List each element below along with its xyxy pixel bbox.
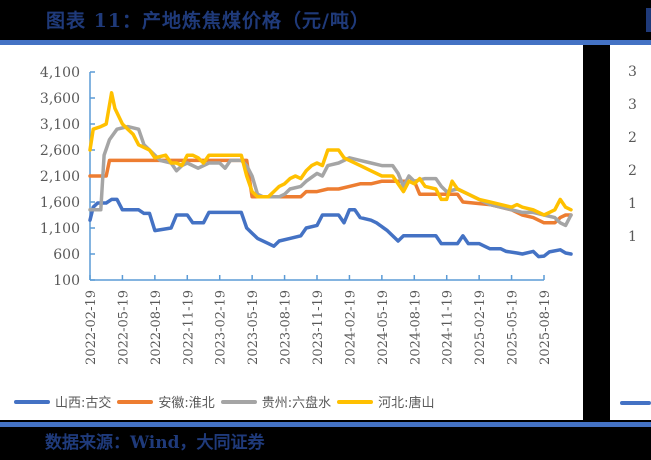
legend-label: 山西:古交 (55, 396, 112, 411)
legend-label: 贵州:六盘水 (261, 396, 332, 411)
adjacent-chart-panel (610, 45, 651, 420)
legend-item: 山西:古交 (14, 392, 111, 411)
adjacent-legend-swatch (620, 401, 651, 405)
y-tick-label: 1,600 (40, 195, 80, 211)
legend-item: 安徽:淮北 (117, 392, 215, 411)
x-tick-label: 2022-02-19 (84, 290, 99, 365)
x-tick-label: 2025-02-19 (473, 290, 488, 365)
x-tick-label: 2025-08-19 (538, 290, 553, 365)
y-tick-label: 600 (53, 247, 80, 263)
y-tick-label: 3,600 (40, 91, 80, 107)
x-tick-label: 2024-11-19 (441, 290, 456, 365)
series-line (88, 91, 573, 217)
adjacent-y-tick-label: 1 (628, 196, 637, 212)
x-tick-label: 2025-05-19 (506, 290, 521, 365)
legend-item: 河北:唐山 (337, 392, 435, 411)
y-tick-label: 1,100 (40, 221, 80, 237)
adjacent-y-tick-label: 2 (628, 130, 637, 146)
legend: 山西:古交 安徽:淮北 贵州:六盘水 河北:唐山 (14, 392, 441, 411)
adjacent-y-tick-label: 2 (628, 163, 637, 179)
adjacent-y-tick-label: 1 (628, 229, 637, 245)
x-tick-label: 2022-05-19 (116, 290, 131, 365)
x-tick-label: 2024-08-19 (408, 290, 423, 365)
y-tick-label: 2,600 (40, 143, 80, 159)
y-tick-label: 3,100 (40, 117, 80, 133)
y-tick-label: 2,100 (40, 169, 80, 185)
x-tick-label: 2023-11-19 (311, 290, 326, 365)
legend-label: 河北:唐山 (378, 396, 435, 411)
chart-panel (0, 45, 583, 420)
series-line (88, 124, 573, 228)
adjacent-title-fragment (646, 8, 651, 32)
source-note: 数据来源：Wind，大同证券 (45, 433, 265, 453)
line-chart: 100 600 1,100 1,600 2,100 2,600 3,100 3,600 4,10… (40, 65, 573, 365)
y-tick-label: 100 (53, 273, 80, 289)
x-tick-label: 2022-08-19 (149, 290, 164, 365)
bottom-divider (0, 422, 651, 427)
x-tick-label: 2023-08-19 (279, 290, 294, 365)
legend-item: 贵州:六盘水 (220, 392, 332, 411)
legend-swatch (337, 399, 374, 404)
top-divider (0, 40, 651, 45)
legend-swatch (14, 399, 50, 404)
adjacent-y-tick-label: 3 (628, 64, 637, 80)
legend-swatch (220, 399, 257, 404)
chart-title: 图表 11：产地炼焦煤价格（元/吨） (46, 10, 370, 32)
x-tick-label: 2023-05-19 (246, 290, 261, 365)
legend-label: 安徽:淮北 (158, 396, 215, 411)
series-line (88, 197, 573, 259)
x-tick-label: 2024-02-19 (343, 290, 358, 365)
adjacent-y-tick-label: 3 (628, 97, 637, 113)
x-tick-label: 2024-05-19 (376, 290, 391, 365)
legend-swatch (117, 399, 154, 404)
y-tick-label: 4,100 (40, 65, 80, 81)
x-tick-label: 2022-11-19 (181, 290, 196, 365)
x-tick-label: 2023-02-19 (214, 290, 229, 365)
